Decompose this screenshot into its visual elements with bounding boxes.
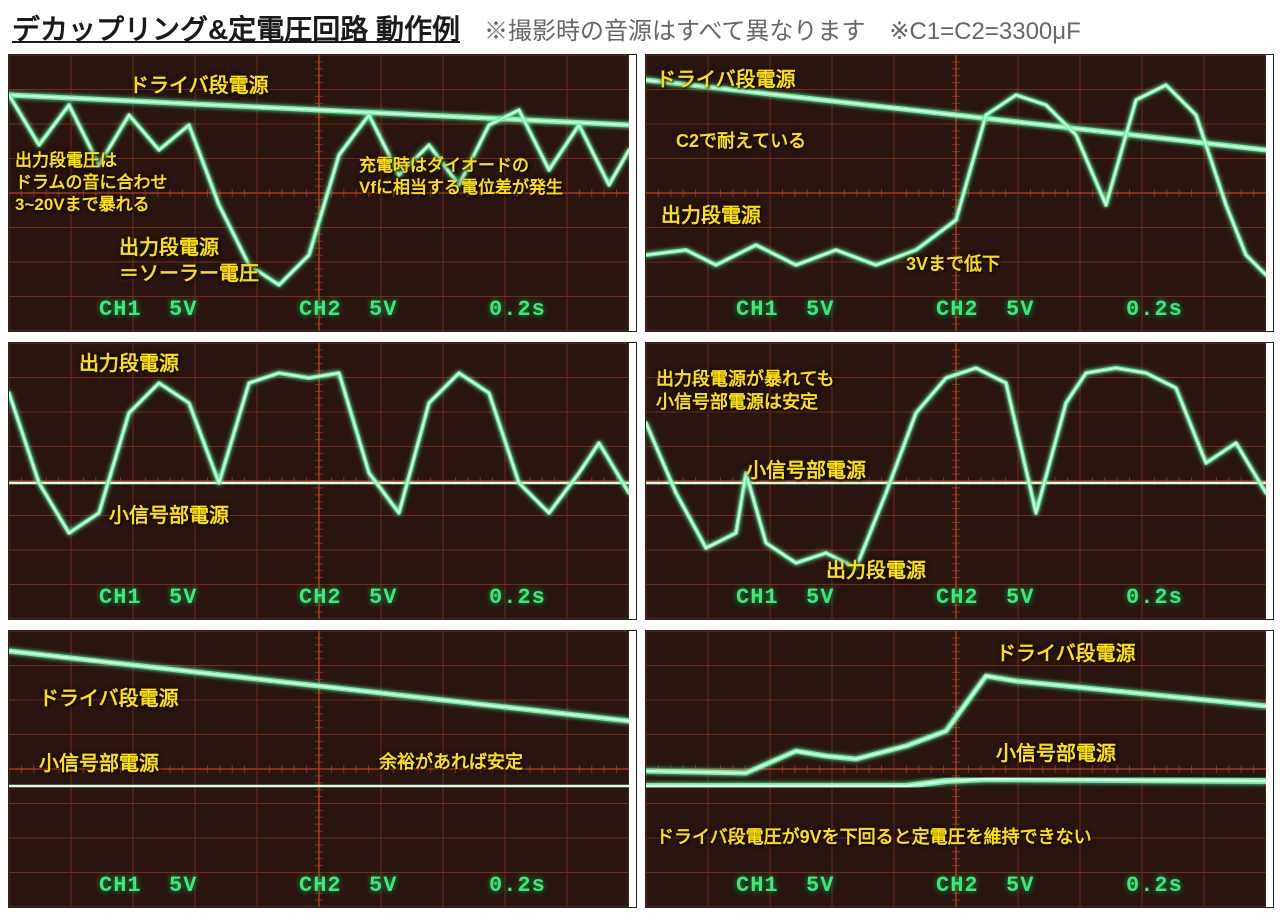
- annotation-label: 出力段電源が暴れても 小信号部電源は安定: [656, 368, 835, 415]
- annotation-label: 出力段電圧は ドラムの音に合わせ 3~20Vまで暴れる: [15, 150, 168, 216]
- scope-readout: CH2: [936, 585, 979, 610]
- header-note-1: ※撮影時の音源はすべて異なります: [484, 11, 865, 46]
- annotation-label: ドライバ段電源: [996, 641, 1136, 667]
- scope-readout: 5V: [369, 585, 397, 610]
- page-title: デカップリング&定電圧回路 動作例: [12, 8, 460, 48]
- scope-readout: 0.2s: [1126, 297, 1183, 322]
- scope-readout: 5V: [1006, 297, 1034, 322]
- oscilloscope-panel: ドライバ段電源 C2で耐えている出力段電源 3Vまで低下 CH1 5V CH2 5V 0.2s: [645, 54, 1274, 332]
- oscilloscope-panel: 出力段電源小信号部電源 CH1 5V CH2 5V 0.2s: [8, 342, 637, 620]
- scope-readout: 0.2s: [1126, 585, 1183, 610]
- annotation-label: 小信号部電源: [109, 503, 229, 529]
- scope-readout: 5V: [369, 297, 397, 322]
- scope-readout: 5V: [369, 873, 397, 898]
- oscilloscope-panel: ドライバ段電源小信号部電源ドライバ段電圧が9Vを下回ると定電圧を維持できない CH…: [645, 630, 1274, 908]
- annotation-label: 3Vまで低下: [906, 253, 1000, 276]
- scope-readout: 5V: [806, 585, 834, 610]
- scope-readout: CH1: [99, 873, 142, 898]
- scope-grid: ドライバ段電源出力段電圧は ドラムの音に合わせ 3~20Vまで暴れる充電時はダイ…: [0, 54, 1280, 916]
- oscilloscope-panel: 出力段電源が暴れても 小信号部電源は安定小信号部電源出力段電源 CH1 5V CH2 5…: [645, 342, 1274, 620]
- annotation-label: 小信号部電源: [996, 741, 1116, 767]
- scope-readout: 0.2s: [489, 585, 546, 610]
- scope-readout: 5V: [169, 585, 197, 610]
- annotation-label: 出力段電源 ＝ソーラー電圧: [119, 235, 259, 287]
- scope-readout: 5V: [169, 297, 197, 322]
- oscilloscope-panel: ドライバ段電源出力段電圧は ドラムの音に合わせ 3~20Vまで暴れる 充電時はダイ…: [8, 54, 637, 332]
- scope-readout: 5V: [1006, 873, 1034, 898]
- annotation-label: 出力段電源: [826, 558, 926, 584]
- scope-readout: CH2: [936, 297, 979, 322]
- scope-readout: CH1: [736, 585, 779, 610]
- annotation-label: C2で耐えている: [676, 130, 806, 153]
- scope-readout: CH1: [736, 873, 779, 898]
- scope-readout: CH2: [299, 585, 342, 610]
- header-note-2: ※C1=C2=3300μF: [889, 17, 1080, 46]
- annotation-label: 出力段電源: [79, 351, 179, 377]
- annotation-label: 出力段電源: [661, 203, 761, 229]
- annotation-label: ドライバ段電源: [39, 686, 179, 712]
- scope-readout: 0.2s: [489, 297, 546, 322]
- scope-readout: CH1: [99, 585, 142, 610]
- scope-readout: 5V: [806, 297, 834, 322]
- scope-readout: CH2: [936, 873, 979, 898]
- annotation-label: 充電時はダイオードの Vfに相当する電位差が発生: [359, 155, 563, 199]
- annotation-label: 小信号部電源: [39, 751, 159, 777]
- scope-readout: CH1: [99, 297, 142, 322]
- scope-readout: CH2: [299, 297, 342, 322]
- scope-readout: 5V: [169, 873, 197, 898]
- header: デカップリング&定電圧回路 動作例 ※撮影時の音源はすべて異なります ※C1=C…: [0, 0, 1280, 54]
- annotation-label: ドライバ段電圧が9Vを下回ると定電圧を維持できない: [656, 826, 1092, 849]
- annotation-label: 余裕があれば安定: [379, 751, 523, 774]
- scope-readout: CH2: [299, 873, 342, 898]
- scope-readout: CH1: [736, 297, 779, 322]
- scope-readout: 0.2s: [489, 873, 546, 898]
- scope-readout: 5V: [806, 873, 834, 898]
- annotation-label: ドライバ段電源: [656, 67, 796, 93]
- scope-readout: 5V: [1006, 585, 1034, 610]
- annotation-label: ドライバ段電源: [129, 73, 269, 99]
- scope-readout: 0.2s: [1126, 873, 1183, 898]
- annotation-label: 小信号部電源: [746, 458, 866, 484]
- oscilloscope-panel: ドライバ段電源小信号部電源 余裕があれば安定 CH1 5V CH2 5V 0.2s: [8, 630, 637, 908]
